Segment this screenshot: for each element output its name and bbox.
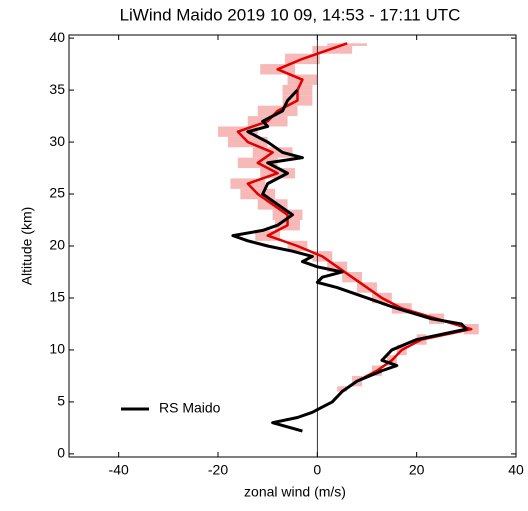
x-tick-label: -40 bbox=[109, 462, 129, 478]
y-tick-label: 25 bbox=[49, 185, 65, 201]
x-axis-label: zonal wind (m/s) bbox=[244, 484, 346, 500]
y-tick-label: 10 bbox=[49, 341, 65, 357]
y-tick-label: 35 bbox=[49, 81, 65, 97]
y-tick-label: 20 bbox=[49, 237, 65, 253]
data-line bbox=[231, 89, 468, 433]
y-axis-label: Altitude (km) bbox=[19, 207, 35, 286]
y-tick-label: 40 bbox=[49, 29, 65, 45]
x-tick-label: 40 bbox=[508, 462, 524, 478]
error-band bbox=[337, 386, 348, 392]
y-tick-label: 5 bbox=[57, 393, 65, 409]
legend-label: RS Maido bbox=[159, 400, 221, 416]
chart-title: LiWind Maido 2019 10 09, 14:53 - 17:11 U… bbox=[120, 5, 461, 24]
y-tick-label: 30 bbox=[49, 133, 65, 149]
y-tick-label: 15 bbox=[49, 289, 65, 305]
x-tick-label: 0 bbox=[313, 462, 321, 478]
y-tick-label: 0 bbox=[57, 445, 65, 461]
x-tick-label: 20 bbox=[409, 462, 425, 478]
x-tick-label: -20 bbox=[208, 462, 228, 478]
plot-area bbox=[218, 35, 479, 457]
